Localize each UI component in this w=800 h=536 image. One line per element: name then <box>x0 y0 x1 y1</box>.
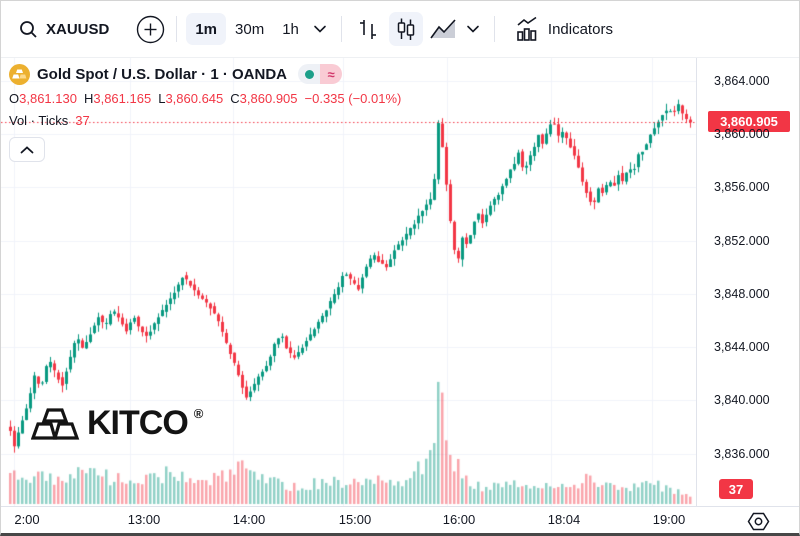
chart-legend: Gold Spot / U.S. Dollar · 1 · OANDA ≈ O3… <box>9 62 401 162</box>
time-tick-label: 16:00 <box>442 512 476 527</box>
price-tick-label: 3,864.000 <box>714 73 770 88</box>
ohlc-row: O3,861.130 H3,861.165 L3,860.645 C3,860.905… <box>9 91 401 106</box>
price-tick-label: 3,840.000 <box>714 393 770 408</box>
time-tick-label: 19:00 <box>652 512 686 527</box>
candles-style-button[interactable] <box>388 12 423 46</box>
symbol-logo-icon <box>9 63 30 85</box>
status-pills: ≈ <box>298 64 343 84</box>
registered-mark: ® <box>193 406 204 421</box>
candles-chart-icon <box>397 18 415 40</box>
search-icon <box>20 20 37 38</box>
area-style-button[interactable] <box>427 12 461 46</box>
gear-icon <box>747 512 769 530</box>
compare-add-symbol-button[interactable] <box>133 12 167 46</box>
interval-button-1h[interactable]: 1h <box>273 13 308 45</box>
kitco-brand-text: KITCO <box>87 404 189 442</box>
price-chart-canvas[interactable] <box>1 58 697 506</box>
price-axis[interactable]: 3,860.905 37 3,864.000 3,860.000 3,856.000… <box>696 58 799 506</box>
interval-button-1m[interactable]: 1m <box>186 13 227 45</box>
ohlc-field-l: L3,860.645 <box>158 91 224 106</box>
intervals-dropdown-button[interactable] <box>308 12 332 46</box>
collapse-pane-button[interactable] <box>9 137 45 162</box>
toolbar: XAUUSD 1m 30m 1h <box>1 1 799 58</box>
symbol-search-button[interactable]: XAUUSD <box>13 16 115 43</box>
symbol-label: XAUUSD <box>46 20 110 38</box>
indicators-label: Indicators <box>547 20 613 38</box>
bars-chart-icon <box>359 20 376 39</box>
symbol-title[interactable]: Gold Spot / U.S. Dollar · 1 · OANDA <box>37 65 288 83</box>
chevron-down-icon <box>467 25 479 33</box>
volume-axis-badge: 37 <box>719 479 753 499</box>
time-tick-label: 13:00 <box>127 512 161 527</box>
change-value: −0.335 (−0.01%) <box>304 91 402 106</box>
style-dropdown-button[interactable] <box>461 12 485 46</box>
chevron-down-icon <box>314 25 326 33</box>
indicators-button[interactable]: Indicators <box>504 12 623 46</box>
chevron-up-icon <box>20 145 34 153</box>
price-tick-label: 3,844.000 <box>714 340 770 355</box>
indicators-icon <box>517 16 537 41</box>
time-tick-label: 14:00 <box>232 512 266 527</box>
market-status-pill[interactable] <box>298 64 321 84</box>
price-tick-label: 3,836.000 <box>714 446 770 461</box>
time-tick-label: 2:00 <box>14 512 40 527</box>
price-tick-label: 3,848.000 <box>714 286 770 301</box>
time-axis[interactable]: 2:00 13:00 14:00 15:00 16:00 18:04 19:00 <box>1 506 799 533</box>
area-chart-icon <box>430 19 456 39</box>
toolbar-separator <box>340 16 342 42</box>
ohlc-field-o: O3,861.130 <box>9 91 77 106</box>
ohlc-field-h: H3,861.165 <box>83 91 152 106</box>
interval-group: 1m 30m 1h <box>186 13 308 45</box>
bars-style-button[interactable] <box>351 12 385 46</box>
volume-label[interactable]: Vol · Ticks <box>9 113 69 128</box>
ohlc-field-c: C3,860.905 <box>230 91 298 106</box>
chart-area: Gold Spot / U.S. Dollar · 1 · OANDA ≈ O3… <box>1 58 799 506</box>
toolbar-separator <box>176 16 178 42</box>
axis-settings-button[interactable] <box>745 509 771 533</box>
kitco-watermark: KITCO ® <box>31 406 203 442</box>
interval-button-30m[interactable]: 30m <box>226 13 273 45</box>
plus-circle-icon <box>136 15 165 43</box>
delayed-data-pill[interactable]: ≈ <box>320 64 343 84</box>
market-open-dot-icon <box>304 69 314 79</box>
time-tick-label: 15:00 <box>338 512 372 527</box>
price-tick-label: 3,860.000 <box>714 127 770 141</box>
toolbar-separator <box>493 16 495 42</box>
volume-value: 37 <box>75 113 90 128</box>
volume-row: Vol · Ticks 37 <box>9 113 401 128</box>
price-tick-label: 3,852.000 <box>714 233 770 248</box>
gold-bars-icon <box>31 408 80 440</box>
last-price-badge: 3,860.905 <box>708 111 790 133</box>
price-tick-label: 3,856.000 <box>714 180 770 195</box>
time-tick-label: 18:04 <box>547 512 581 527</box>
